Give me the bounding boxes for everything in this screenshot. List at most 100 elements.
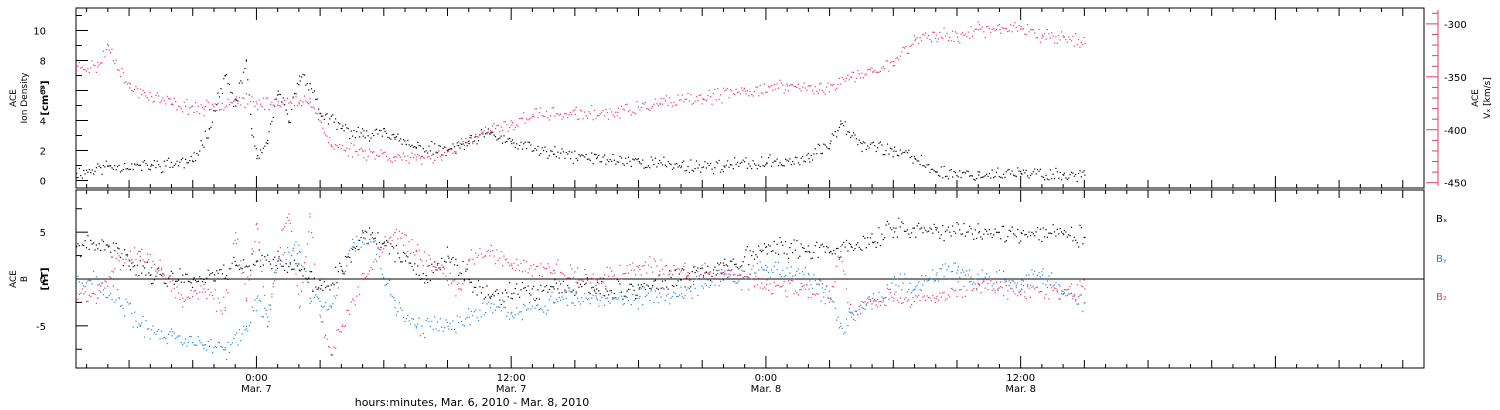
- data-point: [400, 261, 402, 263]
- data-point: [486, 250, 488, 253]
- data-point: [1084, 288, 1086, 290]
- data-point: [550, 115, 552, 117]
- data-point: [81, 177, 83, 179]
- data-point: [369, 227, 371, 229]
- data-point: [131, 312, 133, 314]
- data-point: [789, 282, 791, 284]
- data-point: [425, 150, 427, 152]
- data-point: [778, 261, 780, 264]
- data-point: [398, 230, 400, 232]
- data-point: [940, 268, 942, 270]
- data-point: [80, 256, 82, 258]
- data-point: [213, 347, 215, 349]
- data-point: [1042, 283, 1044, 285]
- data-point: [684, 98, 686, 100]
- data-point: [586, 158, 589, 160]
- data-point: [257, 155, 259, 157]
- data-point: [226, 289, 228, 291]
- data-point: [734, 274, 736, 276]
- data-point: [974, 28, 976, 30]
- data-point: [845, 239, 848, 242]
- data-point: [1056, 289, 1058, 291]
- data-point: [275, 97, 277, 99]
- data-point: [1005, 284, 1007, 287]
- data-point: [569, 291, 572, 293]
- data-point: [374, 237, 376, 239]
- data-point: [1045, 38, 1047, 40]
- data-point: [369, 140, 371, 142]
- data-point: [441, 154, 443, 156]
- data-point: [335, 347, 337, 349]
- data-point: [446, 151, 448, 153]
- data-point: [1020, 232, 1022, 234]
- data-point: [142, 89, 144, 91]
- data-point: [688, 272, 690, 275]
- data-point: [211, 295, 214, 297]
- data-point: [789, 272, 791, 274]
- data-point: [422, 332, 424, 334]
- data-point: [336, 145, 338, 147]
- data-point: [97, 66, 99, 68]
- data-point: [714, 88, 716, 90]
- y-axis-unit: [nT]: [40, 267, 51, 290]
- data-point: [227, 341, 229, 343]
- data-point: [83, 285, 85, 287]
- data-point: [414, 154, 416, 156]
- data-point: [1070, 40, 1073, 42]
- data-point: [118, 260, 120, 262]
- data-point: [619, 155, 621, 157]
- data-point: [118, 297, 120, 299]
- data-point: [83, 293, 85, 295]
- data-point: [695, 96, 698, 98]
- data-point: [606, 290, 608, 292]
- data-point: [765, 269, 768, 271]
- data-point: [425, 260, 427, 262]
- data-point: [804, 87, 806, 89]
- data-point: [160, 274, 163, 276]
- data-point: [200, 278, 202, 280]
- data-point: [168, 277, 170, 280]
- data-point: [664, 280, 666, 282]
- data-point: [783, 252, 785, 254]
- data-point: [930, 41, 932, 43]
- data-point: [946, 269, 948, 271]
- data-point: [772, 162, 774, 164]
- data-point: [1038, 272, 1040, 274]
- data-point: [458, 145, 460, 147]
- data-point: [359, 248, 361, 251]
- data-point: [659, 270, 661, 272]
- data-point: [592, 163, 594, 165]
- data-point: [959, 170, 961, 172]
- data-point: [442, 154, 444, 156]
- data-point: [978, 174, 980, 176]
- data-point: [561, 148, 563, 150]
- data-point: [261, 315, 263, 317]
- data-point: [620, 105, 623, 107]
- data-point: [797, 162, 799, 164]
- data-point: [245, 297, 247, 299]
- data-point: [1022, 280, 1024, 282]
- data-point: [1034, 168, 1036, 170]
- data-point: [1020, 173, 1022, 175]
- data-point: [1004, 28, 1006, 30]
- data-point: [315, 112, 317, 114]
- data-point: [952, 176, 954, 178]
- data-point: [620, 278, 623, 280]
- data-point: [1038, 170, 1040, 172]
- data-point: [330, 145, 332, 147]
- data-point: [990, 279, 992, 282]
- data-point: [271, 296, 273, 298]
- data-point: [193, 290, 195, 292]
- data-point: [984, 228, 986, 230]
- data-point: [251, 306, 253, 308]
- data-point: [810, 85, 812, 87]
- data-point: [528, 302, 531, 304]
- data-point: [722, 87, 724, 89]
- data-point: [1065, 289, 1067, 291]
- data-point: [630, 165, 632, 167]
- data-point: [352, 248, 354, 250]
- data-point: [933, 170, 935, 172]
- data-point: [670, 102, 672, 104]
- data-point: [415, 156, 417, 158]
- data-point: [277, 94, 279, 96]
